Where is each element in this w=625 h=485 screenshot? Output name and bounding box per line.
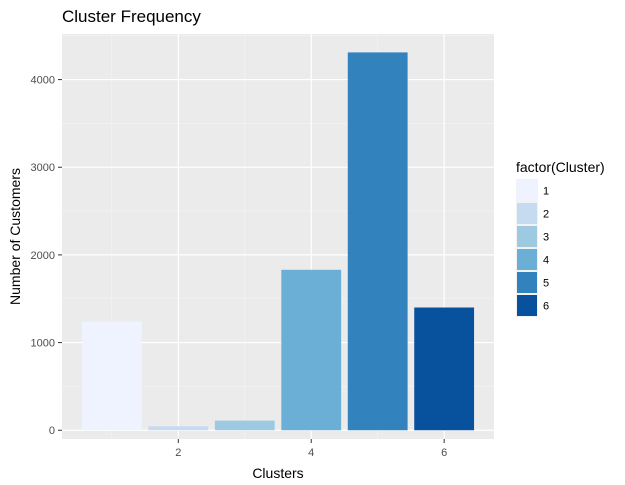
legend-title: factor(Cluster) <box>516 159 605 175</box>
legend-swatch-3 <box>517 226 537 247</box>
legend-label-2: 2 <box>543 209 549 221</box>
x-tick-label: 2 <box>175 447 181 459</box>
legend-swatch-5 <box>517 272 537 293</box>
bar-cluster-3 <box>214 420 275 431</box>
bars <box>81 52 475 431</box>
y-tick-label: 3000 <box>31 162 55 174</box>
legend-label-5: 5 <box>543 278 549 290</box>
legend-label-3: 3 <box>543 232 549 244</box>
y-tick-label: 1000 <box>31 338 55 350</box>
legend-swatch-4 <box>517 249 537 270</box>
legend-swatch-2 <box>517 203 537 224</box>
y-tick-label: 0 <box>49 425 55 437</box>
y-tick-label: 4000 <box>31 75 55 87</box>
x-tick-label: 6 <box>441 447 447 459</box>
legend-swatch-1 <box>517 180 537 201</box>
legend: factor(Cluster) 1 2 3 4 5 6 <box>516 159 605 317</box>
bar-cluster-4 <box>281 269 342 431</box>
legend-label-6: 6 <box>543 301 549 313</box>
chart-title: Cluster Frequency <box>62 7 201 26</box>
y-tick-label: 2000 <box>31 250 55 262</box>
x-axis: 2 4 6 <box>175 439 447 459</box>
x-axis-title: Clusters <box>252 465 303 481</box>
y-axis: 0 1000 2000 3000 4000 <box>31 75 62 437</box>
bar-cluster-5 <box>347 52 408 431</box>
legend-label-1: 1 <box>543 186 549 198</box>
legend-swatch-6 <box>517 295 537 316</box>
bar-cluster-6 <box>414 307 475 431</box>
bar-cluster-1 <box>81 321 142 431</box>
legend-label-4: 4 <box>543 255 549 267</box>
bar-cluster-2 <box>148 426 209 431</box>
y-axis-title: Number of Customers <box>7 168 23 305</box>
x-tick-label: 4 <box>308 447 314 459</box>
